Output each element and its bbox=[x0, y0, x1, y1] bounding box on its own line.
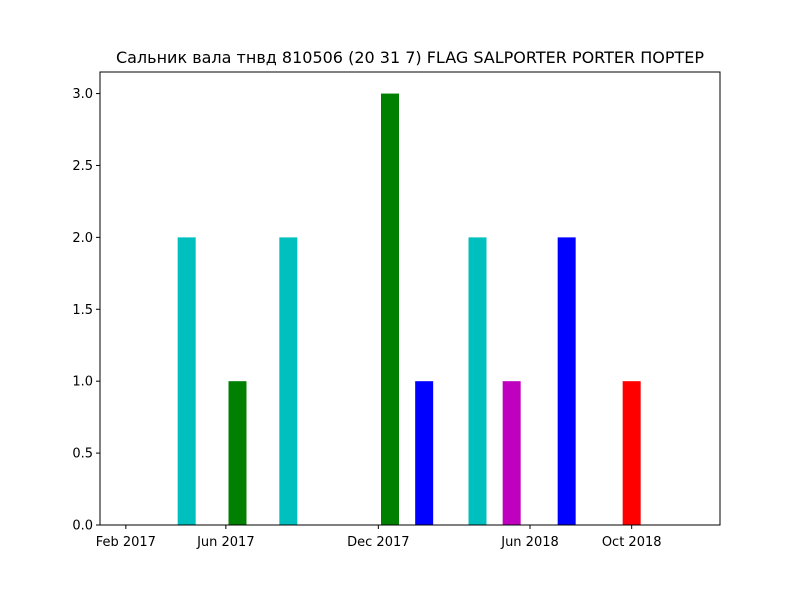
bars-group bbox=[177, 93, 641, 525]
bar-4 bbox=[415, 381, 434, 525]
bar-3 bbox=[381, 93, 399, 525]
y-tick-label: 0.5 bbox=[72, 447, 93, 462]
x-tick-label: Oct 2018 bbox=[602, 535, 662, 550]
y-tick-label: 1.0 bbox=[72, 375, 93, 390]
bar-6 bbox=[502, 381, 521, 525]
y-tick-label: 2.0 bbox=[72, 231, 93, 246]
y-tick-label: 0.0 bbox=[72, 519, 93, 534]
bar-1 bbox=[228, 381, 247, 525]
bar-5 bbox=[468, 237, 487, 525]
bar-0 bbox=[177, 237, 196, 525]
x-axis: Feb 2017 Jun 2017 Dec 2017 Jun 2018 Oct 2018 bbox=[96, 525, 662, 550]
x-tick-label: Dec 2017 bbox=[347, 535, 409, 550]
y-tick-label: 1.5 bbox=[72, 303, 93, 318]
bar-8 bbox=[622, 381, 641, 525]
x-tick-label: Feb 2017 bbox=[96, 535, 156, 550]
y-tick-label: 3.0 bbox=[72, 87, 93, 102]
plot-frame bbox=[99, 71, 721, 526]
chart-title: Сальник вала тнвд 810506 (20 31 7) FLAG … bbox=[116, 48, 704, 67]
bar-2 bbox=[279, 237, 298, 525]
x-tick-label: Jun 2017 bbox=[196, 535, 255, 550]
y-axis: 0.0 0.5 1.0 1.5 2.0 2.5 3.0 bbox=[72, 87, 100, 534]
y-tick-label: 2.5 bbox=[72, 159, 93, 174]
x-tick-label: Jun 2018 bbox=[500, 535, 559, 550]
bar-7 bbox=[557, 237, 576, 525]
